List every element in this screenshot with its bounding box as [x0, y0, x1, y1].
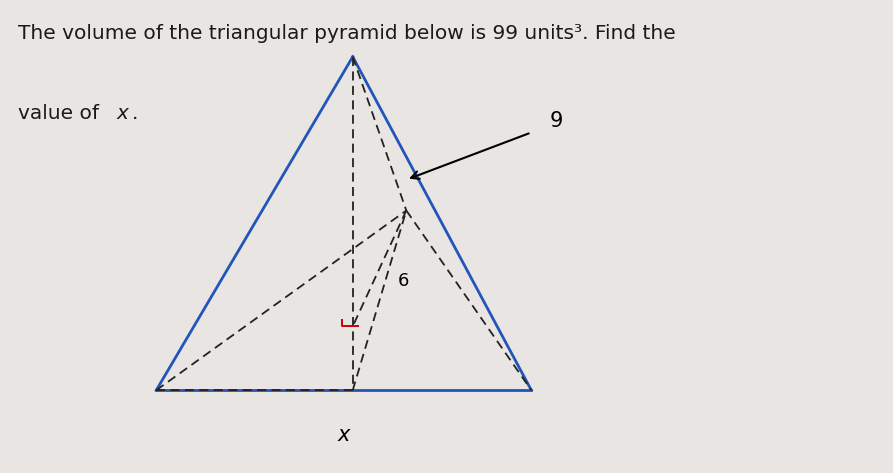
Text: x: x [338, 425, 350, 445]
Text: 6: 6 [397, 272, 409, 290]
Text: x: x [117, 104, 129, 123]
Text: value of: value of [18, 104, 105, 123]
Text: The volume of the triangular pyramid below is 99 units³. Find the: The volume of the triangular pyramid bel… [18, 24, 676, 43]
Text: .: . [132, 104, 138, 123]
Text: 9: 9 [549, 111, 563, 131]
